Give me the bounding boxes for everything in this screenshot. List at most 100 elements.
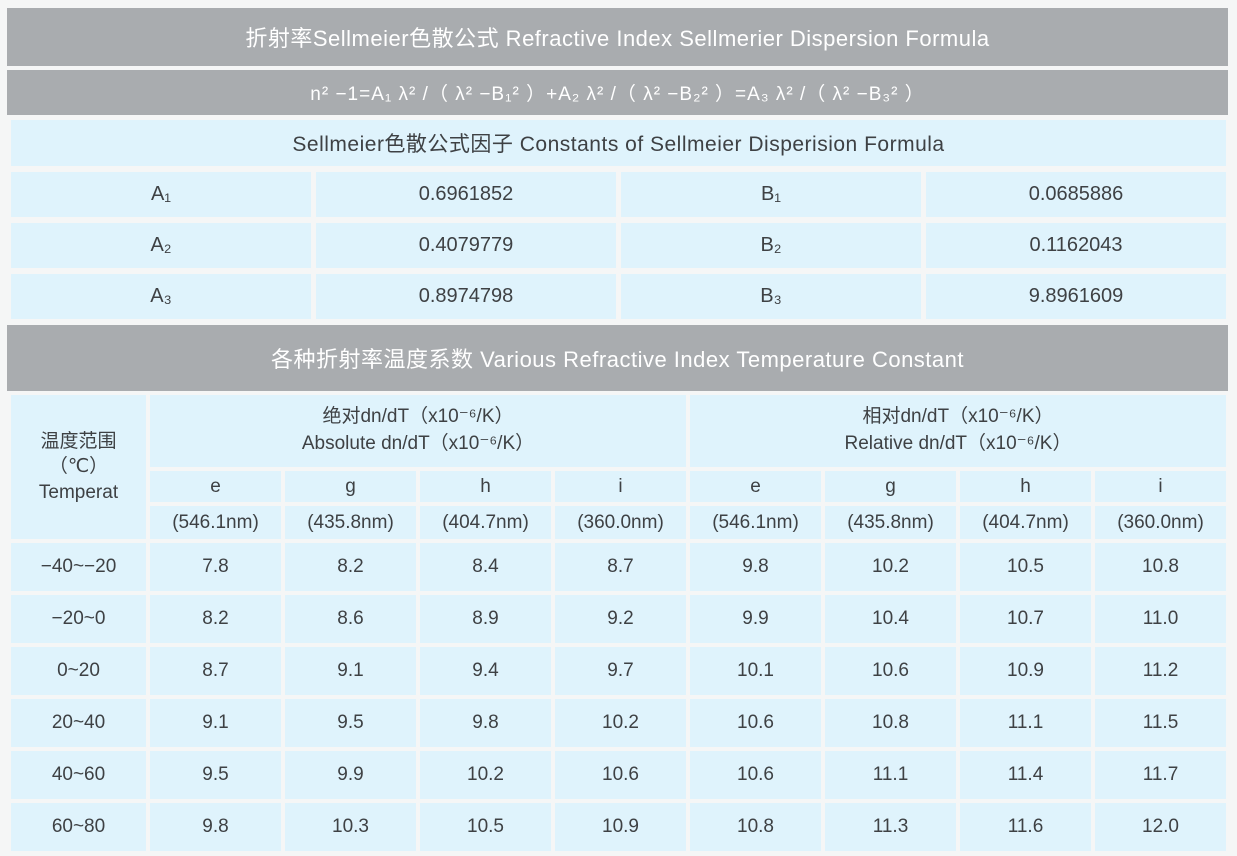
temp-range-cell: 60~80	[11, 803, 146, 851]
dndt-value-cell: 11.2	[1095, 647, 1226, 695]
spectral-line-cell: i	[555, 471, 686, 502]
dndt-value-cell: 10.6	[690, 751, 821, 799]
temperature-section: 温度范围 （℃） Temperat 绝对dn/dT（x10⁻⁶/K） Absol…	[11, 395, 1226, 851]
absolute-header-zh: 绝对dn/dT（x10⁻⁶/K）	[322, 406, 514, 428]
spectral-line-cell: e	[150, 471, 281, 502]
temperature-title-bar: 各种折射率温度系数 Various Refractive Index Tempe…	[7, 325, 1228, 391]
constant-label-cell: B₁	[621, 172, 921, 217]
dndt-value-cell: 9.8	[150, 803, 281, 851]
dndt-value-cell: 8.7	[555, 543, 686, 591]
dndt-value-cell: 8.6	[285, 595, 416, 643]
dndt-value-cell: 11.7	[1095, 751, 1226, 799]
wavelength-cell: (360.0nm)	[1095, 506, 1226, 539]
dndt-value-cell: 10.8	[690, 803, 821, 851]
dndt-value-cell: 10.2	[420, 751, 551, 799]
temp-range-cell: −20~0	[11, 595, 146, 643]
spectral-line-cell: h	[420, 471, 551, 502]
spectral-line-cell: h	[960, 471, 1091, 502]
section-title-text: 折射率Sellmeier色散公式 Refractive Index Sellme…	[245, 26, 990, 51]
formula-bar: n² −1=A₁ λ² /（ λ² −B₁² ）+A₂ λ² /（ λ² −B₂…	[7, 70, 1228, 115]
dndt-value-cell: 11.1	[960, 699, 1091, 747]
dndt-value-cell: 10.8	[1095, 543, 1226, 591]
constant-label-cell: B₂	[621, 223, 921, 268]
dndt-value-cell: 9.9	[690, 595, 821, 643]
constant-value-cell: 0.6961852	[316, 172, 616, 217]
absolute-header-en: Absolute dn/dT（x10⁻⁶/K）	[301, 433, 535, 454]
dndt-value-cell: 11.5	[1095, 699, 1226, 747]
wavelength-cell: (546.1nm)	[150, 506, 281, 539]
dndt-value-cell: 10.6	[555, 751, 686, 799]
dndt-value-cell: 11.3	[825, 803, 956, 851]
dndt-value-cell: 10.5	[960, 543, 1091, 591]
constant-label-cell: A₃	[11, 274, 311, 319]
dndt-value-cell: 9.1	[150, 699, 281, 747]
spectral-line-cell: g	[285, 471, 416, 502]
dndt-value-cell: 9.8	[690, 543, 821, 591]
wavelength-cell: (360.0nm)	[555, 506, 686, 539]
dndt-value-cell: 10.2	[555, 699, 686, 747]
constant-label-cell: B₃	[621, 274, 921, 319]
dndt-value-cell: 9.8	[420, 699, 551, 747]
dndt-value-cell: 9.7	[555, 647, 686, 695]
temp-range-cell: −40~−20	[11, 543, 146, 591]
dndt-value-cell: 9.4	[420, 647, 551, 695]
temp-range-cell: 0~20	[11, 647, 146, 695]
dndt-value-cell: 8.9	[420, 595, 551, 643]
wavelength-cell: (546.1nm)	[690, 506, 821, 539]
dndt-value-cell: 8.4	[420, 543, 551, 591]
constant-value-cell: 0.8974798	[316, 274, 616, 319]
dndt-value-cell: 10.2	[825, 543, 956, 591]
dndt-value-cell: 8.2	[285, 543, 416, 591]
dndt-value-cell: 10.1	[690, 647, 821, 695]
constants-title-text: Sellmeier色散公式因子 Constants of Sellmeier D…	[292, 133, 945, 156]
dndt-value-cell: 7.8	[150, 543, 281, 591]
constant-value-cell: 0.0685886	[926, 172, 1226, 217]
relative-header-en: Relative dn/dT（x10⁻⁶/K）	[844, 433, 1072, 454]
spectral-line-cell: g	[825, 471, 956, 502]
dndt-value-cell: 11.1	[825, 751, 956, 799]
dndt-value-cell: 10.7	[960, 595, 1091, 643]
constants-title: Sellmeier色散公式因子 Constants of Sellmeier D…	[11, 120, 1226, 166]
relative-group-header: 相对dn/dT（x10⁻⁶/K） Relative dn/dT（x10⁻⁶/K）	[690, 395, 1226, 467]
dndt-value-cell: 9.9	[285, 751, 416, 799]
spectral-line-cell: e	[690, 471, 821, 502]
dndt-value-cell: 10.9	[960, 647, 1091, 695]
dndt-value-cell: 10.9	[555, 803, 686, 851]
dndt-value-cell: 8.7	[150, 647, 281, 695]
temp-range-header-cell: 温度范围 （℃） Temperat	[11, 395, 146, 539]
constant-label-cell: A₂	[11, 223, 311, 268]
constants-section: Sellmeier色散公式因子 Constants of Sellmeier D…	[11, 120, 1226, 319]
dndt-value-cell: 9.2	[555, 595, 686, 643]
temp-range-header-zh: 温度范围	[40, 430, 117, 452]
wavelength-cell: (404.7nm)	[420, 506, 551, 539]
constant-label-cell: A₁	[11, 172, 311, 217]
wavelength-cell: (435.8nm)	[825, 506, 956, 539]
constant-value-cell: 9.8961609	[926, 274, 1226, 319]
dndt-value-cell: 11.4	[960, 751, 1091, 799]
dndt-value-cell: 9.5	[285, 699, 416, 747]
temp-range-cell: 20~40	[11, 699, 146, 747]
temperature-title-text: 各种折射率温度系数 Various Refractive Index Tempe…	[270, 347, 965, 372]
temp-range-cell: 40~60	[11, 751, 146, 799]
temperature-table: 温度范围 （℃） Temperat 绝对dn/dT（x10⁻⁶/K） Absol…	[11, 395, 1226, 851]
dndt-value-cell: 10.8	[825, 699, 956, 747]
temp-range-header-unit: （℃）	[48, 456, 109, 478]
section-title-bar: 折射率Sellmeier色散公式 Refractive Index Sellme…	[7, 8, 1228, 66]
wavelength-cell: (435.8nm)	[285, 506, 416, 539]
dndt-value-cell: 10.3	[285, 803, 416, 851]
dndt-value-cell: 9.1	[285, 647, 416, 695]
dndt-value-cell: 10.6	[690, 699, 821, 747]
dndt-value-cell: 12.0	[1095, 803, 1226, 851]
absolute-group-header: 绝对dn/dT（x10⁻⁶/K） Absolute dn/dT（x10⁻⁶/K）	[150, 395, 686, 467]
dndt-value-cell: 11.0	[1095, 595, 1226, 643]
temp-range-header-en: Temperat	[38, 481, 119, 503]
constant-value-cell: 0.4079779	[316, 223, 616, 268]
dndt-value-cell: 10.5	[420, 803, 551, 851]
constant-value-cell: 0.1162043	[926, 223, 1226, 268]
dndt-value-cell: 8.2	[150, 595, 281, 643]
dndt-value-cell: 9.5	[150, 751, 281, 799]
wavelength-cell: (404.7nm)	[960, 506, 1091, 539]
sellmeier-formula-text: n² −1=A₁ λ² /（ λ² −B₁² ）+A₂ λ² /（ λ² −B₂…	[310, 84, 925, 105]
dndt-value-cell: 10.4	[825, 595, 956, 643]
